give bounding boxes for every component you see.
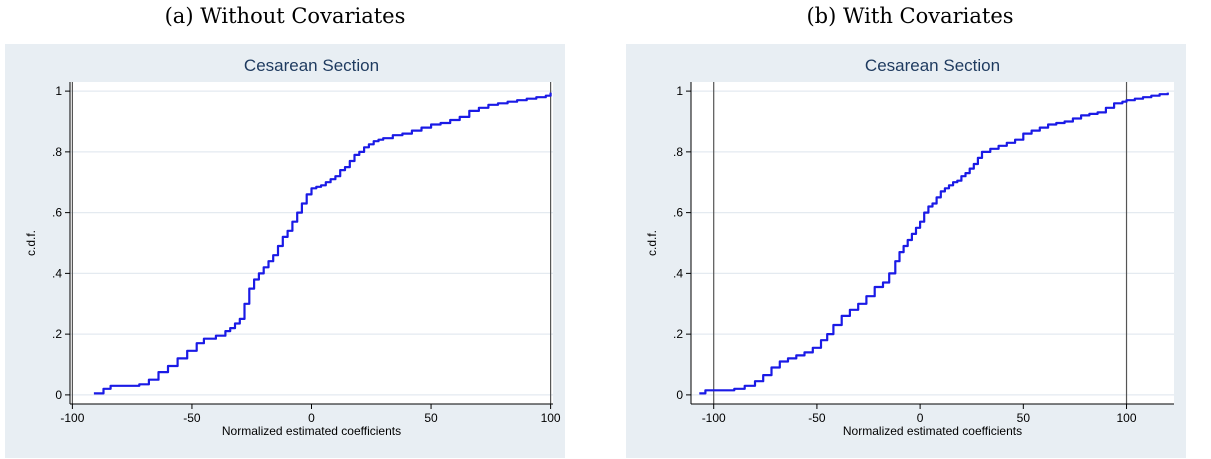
chart-title: Cesarean Section — [865, 56, 1000, 75]
x-tick-label-1: -50 — [183, 411, 201, 425]
y-tick-label-4: .8 — [673, 145, 683, 159]
x-tick-label-4: 100 — [541, 411, 561, 425]
x-tick-label-3: 50 — [1017, 411, 1031, 425]
y-tick-label-0: 0 — [55, 388, 62, 402]
y-axis-label: c.d.f. — [645, 230, 659, 256]
y-tick-label-1: .2 — [52, 327, 62, 341]
caption-a: (a) Without Covariates — [164, 4, 406, 28]
caption-b: (b) With Covariates — [806, 4, 1014, 28]
cdf-chart-b: 0 .2 .4 .6 .8 1 -100 -50 0 50 100 Cesarean Section N… — [626, 44, 1186, 458]
x-tick-label-0: -100 — [60, 411, 84, 425]
y-tick-label-2: .4 — [52, 266, 62, 280]
x-axis-label: Normalized estimated coefficients — [222, 424, 401, 438]
x-tick-label-1: -50 — [808, 411, 826, 425]
y-tick-label-4: .8 — [52, 145, 62, 159]
y-tick-label-1: .2 — [673, 327, 683, 341]
x-tick-label-4: 100 — [1117, 411, 1137, 425]
x-tick-label-2: 0 — [308, 411, 315, 425]
chart-title: Cesarean Section — [244, 56, 379, 75]
y-tick-label-5: 1 — [676, 84, 683, 98]
cdf-chart-a: 0 .2 .4 .6 .8 1 -100 -50 0 50 100 Cesarean Section N… — [5, 44, 565, 458]
x-axis-label: Normalized estimated coefficients — [843, 424, 1022, 438]
cdf-series-line-0 — [93, 92, 552, 395]
y-axis-label: c.d.f. — [24, 230, 38, 256]
x-tick-label-3: 50 — [424, 411, 438, 425]
y-tick-label-0: 0 — [676, 388, 683, 402]
x-tick-label-2: 0 — [917, 411, 924, 425]
y-tick-label-2: .4 — [673, 266, 683, 280]
chart-panel-a: 0 .2 .4 .6 .8 1 -100 -50 0 50 100 Cesarean Section N… — [5, 44, 565, 458]
chart-panel-b: 0 .2 .4 .6 .8 1 -100 -50 0 50 100 Cesarean Section N… — [626, 44, 1186, 458]
y-tick-label-5: 1 — [55, 84, 62, 98]
x-tick-label-0: -100 — [702, 411, 726, 425]
plot-background — [691, 82, 1174, 404]
y-tick-label-3: .6 — [673, 206, 683, 220]
y-tick-label-3: .6 — [52, 206, 62, 220]
cdf-series-line-0 — [699, 92, 1169, 395]
plot-background — [70, 82, 553, 404]
